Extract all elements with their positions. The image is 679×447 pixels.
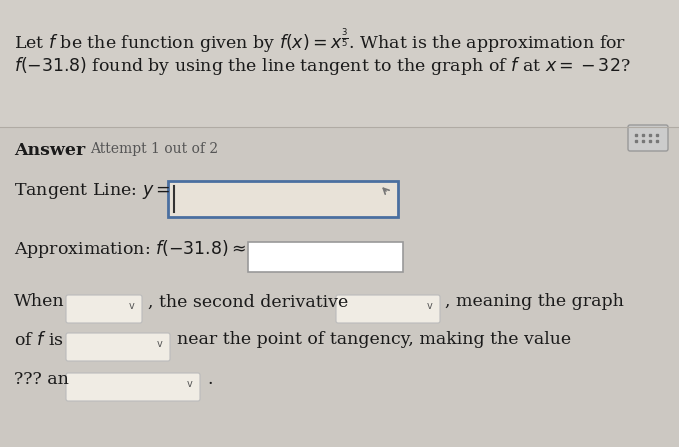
FancyBboxPatch shape bbox=[66, 373, 200, 401]
Text: v: v bbox=[129, 301, 135, 311]
Text: , meaning the graph: , meaning the graph bbox=[445, 294, 624, 311]
Text: v: v bbox=[187, 379, 193, 389]
Text: Let $f$ be the function given by $f(x) = x^{\frac{3}{5}}$. What is the approxima: Let $f$ be the function given by $f(x) =… bbox=[14, 27, 626, 55]
Text: , the second derivative: , the second derivative bbox=[148, 294, 348, 311]
FancyBboxPatch shape bbox=[248, 242, 403, 272]
FancyBboxPatch shape bbox=[168, 181, 398, 217]
Text: v: v bbox=[427, 301, 433, 311]
FancyBboxPatch shape bbox=[0, 0, 679, 127]
Text: .: . bbox=[207, 371, 213, 388]
FancyBboxPatch shape bbox=[336, 295, 440, 323]
Text: Attempt 1 out of 2: Attempt 1 out of 2 bbox=[90, 142, 218, 156]
FancyBboxPatch shape bbox=[66, 333, 170, 361]
Text: Answer: Answer bbox=[14, 142, 86, 159]
FancyBboxPatch shape bbox=[0, 127, 679, 447]
Text: of $f$ is: of $f$ is bbox=[14, 331, 64, 349]
Text: near the point of tangency, making the value: near the point of tangency, making the v… bbox=[177, 332, 571, 349]
FancyBboxPatch shape bbox=[66, 295, 142, 323]
Text: ??? an: ??? an bbox=[14, 371, 69, 388]
Text: v: v bbox=[157, 339, 163, 349]
Text: When: When bbox=[14, 294, 65, 311]
Text: Tangent Line: $y =$: Tangent Line: $y =$ bbox=[14, 181, 170, 201]
Text: $f(-31.8)$ found by using the line tangent to the graph of $f$ at $x = -32$?: $f(-31.8)$ found by using the line tange… bbox=[14, 55, 631, 77]
Text: Approximation: $f(-31.8) \approx$: Approximation: $f(-31.8) \approx$ bbox=[14, 238, 246, 260]
FancyBboxPatch shape bbox=[628, 125, 668, 151]
